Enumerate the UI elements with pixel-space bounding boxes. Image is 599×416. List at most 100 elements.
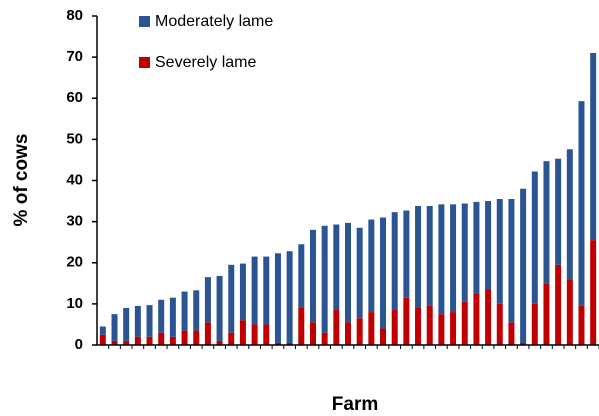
bar-segment — [438, 314, 445, 345]
bar-segment — [485, 201, 492, 290]
bar-segment — [555, 158, 562, 265]
y-tick-label: 10 — [66, 295, 83, 312]
y-tick-label: 0 — [75, 336, 83, 353]
bar-segment — [181, 330, 188, 345]
bar-segment — [333, 224, 340, 311]
bar-segment — [228, 264, 235, 333]
bar-segment — [216, 275, 223, 341]
bar-segment — [123, 340, 130, 345]
bar-segment — [473, 293, 480, 345]
bar-segment — [158, 299, 165, 333]
bar-segment — [461, 203, 468, 302]
bar-segment — [239, 263, 246, 321]
bar-segment — [239, 320, 246, 345]
bar-segment — [450, 312, 457, 345]
bar-segment — [286, 342, 293, 345]
bar-segment — [146, 305, 153, 337]
bar-segment — [555, 264, 562, 345]
bar-segment — [356, 227, 363, 319]
bar-segment — [204, 277, 211, 323]
bar-segment — [520, 188, 527, 343]
bar-segment — [99, 334, 106, 345]
bar-segment — [531, 171, 538, 304]
bar-segment — [508, 199, 515, 323]
y-tick-label: 40 — [66, 171, 83, 188]
bar-segment — [193, 290, 200, 331]
y-tick-label: 80 — [66, 7, 83, 24]
bar-segment — [181, 291, 188, 331]
bar-segment — [134, 305, 141, 337]
bar-segment — [590, 240, 597, 345]
bar-segment — [228, 332, 235, 345]
bar-segment — [496, 199, 503, 304]
legend-label: Moderately lame — [155, 13, 273, 30]
legend-swatch — [139, 57, 150, 68]
bar-segment — [345, 322, 351, 345]
bar-segment — [566, 279, 573, 345]
bar-segment — [415, 307, 422, 345]
bar-segment — [520, 342, 527, 345]
bar-segment — [333, 310, 340, 345]
bar-segment — [543, 161, 550, 284]
bar-segment — [309, 229, 316, 323]
bar-segment — [345, 222, 351, 323]
bar-segment — [426, 205, 433, 306]
bar-segment — [403, 210, 410, 298]
legend-swatch — [139, 16, 150, 27]
bar-segment — [450, 204, 457, 313]
bar-segment — [391, 212, 398, 311]
bar-segment — [111, 314, 118, 341]
x-axis-label: Farm — [332, 394, 378, 415]
bar-segment — [263, 324, 270, 345]
y-tick-label: 70 — [66, 48, 83, 65]
bar-segment — [321, 332, 328, 345]
bar-segment — [263, 256, 270, 325]
bar-segment — [403, 297, 410, 345]
bar-segment — [531, 303, 538, 345]
y-tick-label: 30 — [66, 213, 83, 230]
bar-segment — [286, 251, 293, 343]
bar-segment — [543, 283, 550, 345]
bar-segment — [309, 322, 316, 345]
bar-segment — [216, 340, 223, 345]
bar-segment — [496, 303, 503, 345]
bar-segment — [111, 340, 118, 345]
bar-segment — [169, 297, 176, 337]
bar-segment — [123, 307, 130, 341]
bar-segment — [578, 305, 585, 345]
bar-segment — [274, 253, 281, 343]
y-tick-label: 50 — [66, 130, 83, 147]
bar-segment — [99, 326, 106, 335]
bar-segment — [298, 307, 305, 345]
bar-segment — [566, 149, 573, 280]
bar-segment — [380, 328, 387, 345]
bar-segment — [438, 204, 445, 315]
bar-segment — [590, 53, 597, 241]
bar-segment — [158, 332, 165, 345]
bar-segment — [473, 201, 480, 294]
bar-segment — [298, 244, 305, 308]
bar-segment — [251, 324, 258, 345]
bar-segment — [251, 256, 258, 325]
bar-segment — [380, 217, 387, 329]
bar-segment — [368, 219, 375, 313]
bar-segment — [426, 305, 433, 345]
bar-segment — [321, 225, 328, 333]
bar-segment — [169, 336, 176, 345]
bar-segment — [134, 336, 141, 345]
y-tick-label: 20 — [66, 254, 83, 271]
bar-segment — [368, 312, 375, 345]
legend-label: Severely lame — [155, 54, 256, 71]
bar-segment — [274, 342, 281, 345]
bar-segment — [146, 336, 153, 345]
y-tick-label: 60 — [66, 89, 83, 106]
bar-segment — [461, 301, 468, 345]
bar-segment — [508, 322, 515, 345]
y-axis-label: % of cows — [11, 134, 32, 227]
bar-segment — [356, 318, 363, 345]
bar-segment — [391, 310, 398, 345]
bar-segment — [485, 289, 492, 345]
bar-segment — [578, 101, 585, 306]
bar-segment — [204, 322, 211, 345]
